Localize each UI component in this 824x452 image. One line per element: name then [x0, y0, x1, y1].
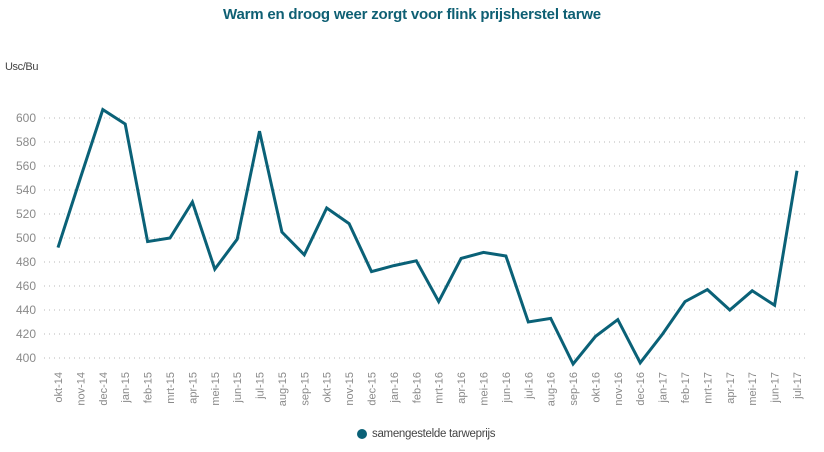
data-point: [213, 267, 217, 271]
x-tick-label: jun-15: [232, 372, 244, 404]
x-tick-label: jan-15: [120, 372, 132, 404]
data-point: [146, 240, 150, 244]
data-point: [593, 334, 597, 338]
x-tick-label: okt-14: [53, 372, 65, 403]
x-tick-label: nov-16: [613, 372, 625, 406]
data-point: [481, 250, 485, 254]
x-tick-label: jun-17: [770, 372, 782, 404]
data-point: [190, 200, 194, 204]
x-tick-label: jul-17: [792, 372, 804, 400]
data-point: [78, 176, 82, 180]
data-point: [414, 259, 418, 263]
data-point: [168, 236, 172, 240]
data-point: [526, 320, 530, 324]
data-point: [370, 270, 374, 274]
data-point: [325, 206, 329, 210]
x-tick-label: nov-14: [75, 372, 87, 406]
x-tick-label: okt-15: [322, 372, 334, 403]
x-tick-label: aug-16: [546, 372, 558, 406]
x-tick-label: mrt-16: [434, 372, 446, 404]
x-tick-label: aug-15: [277, 372, 289, 406]
y-tick-label: 500: [16, 231, 36, 245]
y-tick-label: 480: [16, 255, 36, 269]
data-point: [571, 362, 575, 366]
x-tick-label: feb-17: [680, 372, 692, 403]
series-group: [56, 107, 799, 367]
x-tick-label: okt-16: [590, 372, 602, 403]
data-point: [235, 237, 239, 241]
legend-label: samengestelde tarweprijs: [372, 428, 496, 440]
data-point: [392, 264, 396, 268]
y-tick-label: 600: [16, 111, 36, 125]
chart-title: Warm en droog weer zorgt voor flink prij…: [223, 6, 601, 23]
x-tick-label: jan-16: [389, 372, 401, 404]
x-tick-label: jul-15: [255, 372, 267, 400]
y-tick-label: 540: [16, 183, 36, 197]
legend: samengestelde tarweprijs: [357, 428, 496, 440]
data-point: [459, 256, 463, 260]
x-tick-label: dec-15: [367, 372, 379, 406]
x-tick-label: mei-16: [478, 372, 490, 406]
x-tick-label: feb-16: [411, 372, 423, 403]
data-point: [773, 303, 777, 307]
x-tick-label: nov-15: [344, 372, 356, 406]
series-line: [56, 107, 799, 367]
x-tick-label: dec-16: [635, 372, 647, 406]
data-point: [750, 289, 754, 293]
data-point: [795, 169, 799, 173]
x-tick-label: apr-15: [187, 372, 199, 404]
y-tick-label: 560: [16, 159, 36, 173]
data-point: [661, 332, 665, 336]
x-tick-label: sep-15: [299, 372, 311, 406]
data-point: [728, 308, 732, 312]
x-axis-ticks: okt-14 nov-14 dec-14 jan-15 feb-15 mrt-15 apr-…: [53, 372, 804, 406]
x-tick-label: mrt-15: [165, 372, 177, 404]
x-tick-label: jan-17: [658, 372, 670, 404]
y-axis-label: Usc/Bu: [5, 61, 39, 73]
x-tick-label: mei-15: [210, 372, 222, 406]
data-point: [123, 122, 127, 126]
x-tick-label: mei-17: [747, 372, 759, 406]
y-tick-label: 580: [16, 135, 36, 149]
data-point: [347, 222, 351, 226]
gridlines: [44, 117, 806, 359]
data-point: [101, 108, 105, 112]
data-point: [705, 288, 709, 292]
data-point: [258, 129, 262, 133]
y-tick-label: 400: [16, 351, 36, 365]
data-point: [616, 318, 620, 322]
data-point: [437, 300, 441, 304]
x-tick-label: apr-16: [456, 372, 468, 404]
x-tick-label: sep-16: [568, 372, 580, 406]
data-point: [280, 230, 284, 234]
y-tick-label: 440: [16, 303, 36, 317]
data-point: [504, 254, 508, 258]
x-tick-label: jul-16: [523, 372, 535, 400]
data-point: [56, 246, 60, 250]
x-tick-label: dec-14: [98, 372, 110, 406]
y-axis-ticks: 400 420 440 460 480 500 520 540 560 580 600: [16, 111, 36, 365]
data-point: [683, 300, 687, 304]
x-tick-label: feb-15: [143, 372, 155, 403]
y-tick-label: 420: [16, 327, 36, 341]
y-tick-label: 460: [16, 279, 36, 293]
x-tick-label: jun-16: [501, 372, 513, 404]
data-point: [549, 316, 553, 320]
x-tick-label: mrt-17: [702, 372, 714, 404]
x-tick-label: apr-17: [725, 372, 737, 404]
data-point: [302, 253, 306, 257]
data-point: [638, 361, 642, 365]
y-tick-label: 520: [16, 207, 36, 221]
legend-marker-icon: [357, 429, 367, 439]
